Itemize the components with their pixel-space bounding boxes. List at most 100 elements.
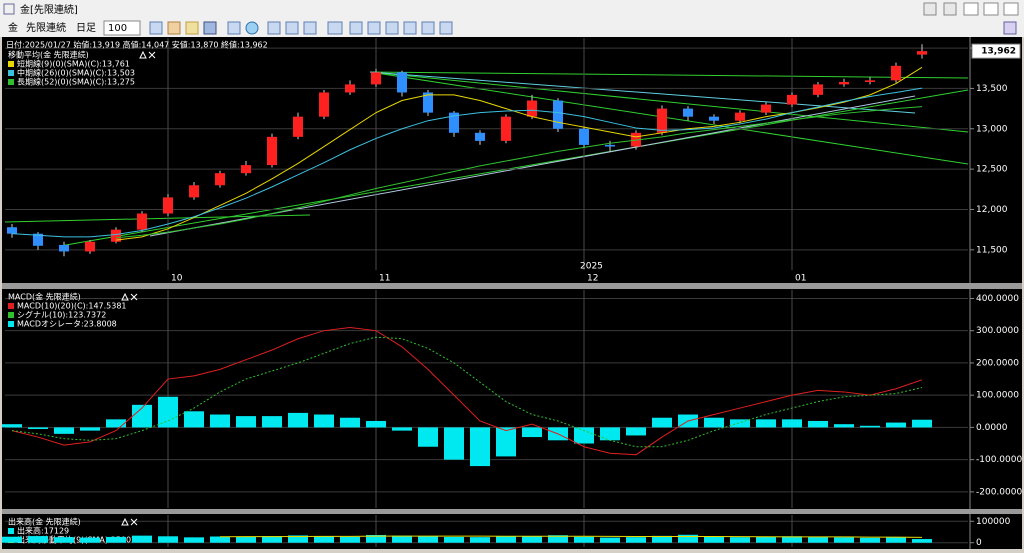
link-button[interactable] <box>943 2 957 16</box>
pin-button[interactable] <box>923 2 937 16</box>
macd-line <box>11 326 923 456</box>
legend-label: 長期線(52)(0)(SMA)(C):13,275 <box>17 77 135 87</box>
oscillator-bar <box>626 427 646 436</box>
volume-bar <box>886 537 906 543</box>
tool-icon[interactable] <box>245 21 259 35</box>
candle-body <box>7 227 17 234</box>
oscillator-bar <box>574 427 594 444</box>
x-tick-label: 01 <box>795 274 806 284</box>
oscillator-bar <box>262 416 282 428</box>
y-tick-label: 0 <box>976 538 982 548</box>
legend-label: MACDオシレータ:23.8008 <box>17 320 117 329</box>
volume-bar <box>496 536 516 543</box>
legend-label: MACD(10)(20)(C):147.5381 <box>17 302 127 311</box>
tool-icon[interactable] <box>327 21 343 35</box>
trendline <box>369 71 969 165</box>
toolbar-icons <box>149 21 1017 35</box>
volume-bar <box>158 536 178 543</box>
candle-body <box>397 72 407 93</box>
candle-body <box>85 241 95 252</box>
toolbar-period[interactable]: 日足 <box>76 22 96 34</box>
volume-bar <box>54 537 74 543</box>
candle-body <box>787 94 797 105</box>
panel-separator <box>2 509 1022 514</box>
tool-icon[interactable] <box>349 21 363 35</box>
volume-bar <box>366 535 386 543</box>
candle-body <box>839 81 849 85</box>
tool-icon[interactable] <box>439 21 453 35</box>
candle-body <box>917 51 927 55</box>
candle-body <box>761 104 771 113</box>
toolbar-symbol[interactable]: 金 <box>8 21 18 34</box>
oscillator-bar <box>236 416 256 428</box>
volume-bar <box>28 536 48 543</box>
minimize-button[interactable] <box>963 2 979 16</box>
tool-icon[interactable] <box>385 21 399 35</box>
tool-icon[interactable] <box>403 21 417 35</box>
maximize-button[interactable] <box>983 2 999 16</box>
volume-bar <box>2 536 22 543</box>
last-price-box <box>971 43 1021 59</box>
volume-bar <box>210 536 230 543</box>
candle-body <box>163 197 173 214</box>
volume-bar <box>444 536 464 543</box>
y-tick-label: 0.0000 <box>976 423 1008 433</box>
panel-separator <box>2 283 1022 289</box>
volume-bar <box>80 537 100 543</box>
volume-bar <box>288 535 308 543</box>
toolbar-contract[interactable]: 先限連続 <box>26 21 66 34</box>
oscillator-bar <box>834 424 854 428</box>
tool-icon[interactable] <box>227 21 241 35</box>
y-tick-label: 400.0000 <box>976 294 1019 304</box>
tool-icon[interactable] <box>1003 21 1017 35</box>
candle-body <box>501 116 511 141</box>
oscillator-bar <box>80 427 100 431</box>
volume-bar <box>522 536 542 543</box>
legend-close <box>130 518 138 526</box>
oscillator-bar <box>496 427 516 457</box>
candle-body <box>293 116 303 137</box>
volume-bar <box>756 536 776 543</box>
legend-label: 中期線(26)(0)(SMA)(C):13,503 <box>17 68 135 78</box>
candle-body <box>553 100 563 129</box>
candle-body <box>709 116 719 121</box>
y-tick-label: 300.0000 <box>976 326 1019 336</box>
close-button[interactable] <box>1003 2 1019 16</box>
oscillator-bar <box>158 396 178 428</box>
tool-icon[interactable] <box>149 21 163 35</box>
y-tick-label: 200.0000 <box>976 358 1019 368</box>
count-box[interactable] <box>103 20 141 36</box>
legend-title: 移動平均(金 先限連続) <box>8 50 89 60</box>
volume-bar <box>236 536 256 543</box>
volume-bar <box>860 537 880 543</box>
candle-body <box>371 72 381 85</box>
volume-bar <box>132 535 152 543</box>
toolbar-count[interactable]: 100 <box>108 23 127 34</box>
candle-body <box>865 80 875 82</box>
chart-area <box>2 37 1022 549</box>
tool-icon[interactable] <box>267 21 281 35</box>
tool-icon[interactable] <box>203 21 217 35</box>
tool-icon[interactable] <box>303 21 317 35</box>
tool-icon[interactable] <box>367 21 381 35</box>
candle-body <box>475 132 485 141</box>
volume-bar <box>340 536 360 543</box>
moving-average-line <box>11 87 923 238</box>
candle-body <box>579 128 589 145</box>
last-price-label: 13,962 <box>981 47 1016 57</box>
tool-icon[interactable] <box>185 21 199 35</box>
oscillator-bar <box>28 427 48 430</box>
oscillator-bar <box>600 427 620 441</box>
candle-body <box>891 65 901 81</box>
candle-body <box>527 100 537 117</box>
tool-icon[interactable] <box>421 21 435 35</box>
tool-icon[interactable] <box>285 21 299 35</box>
oscillator-bar <box>860 425 880 428</box>
trendline <box>59 89 969 247</box>
legend-close <box>148 51 156 59</box>
oscillator-bar <box>2 424 22 428</box>
candle-body <box>657 108 667 133</box>
tool-icon[interactable] <box>167 21 181 35</box>
candle-body <box>423 92 433 113</box>
